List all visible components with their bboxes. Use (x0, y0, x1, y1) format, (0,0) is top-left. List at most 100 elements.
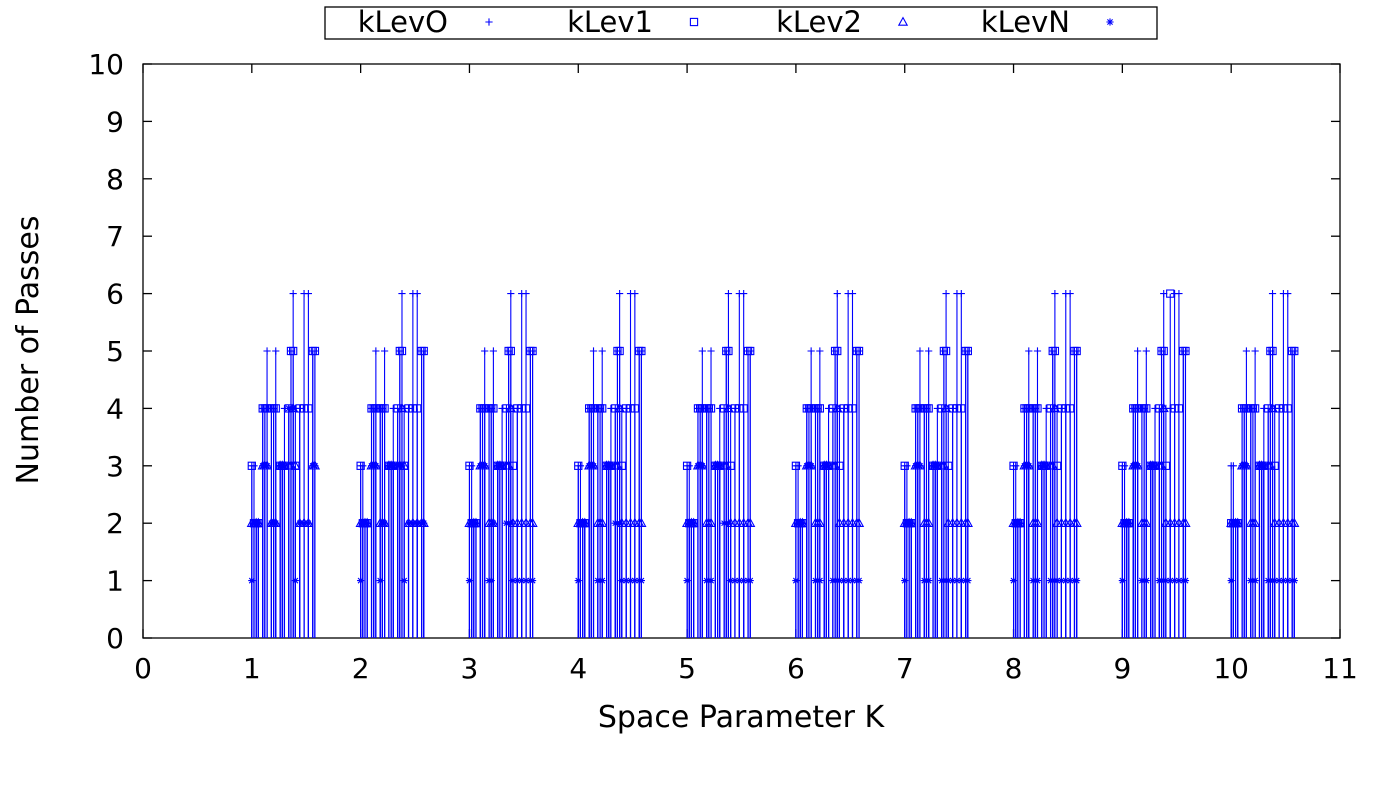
point-kLevO (616, 290, 624, 298)
point-kLevO (1066, 290, 1074, 298)
point-kLevN (964, 577, 972, 585)
point-kLevN (724, 519, 733, 527)
point-kLevN (1166, 577, 1174, 585)
y-tick-label: 2 (106, 507, 124, 540)
point-kLev1 (1065, 404, 1075, 413)
point-kLevN (489, 519, 497, 527)
point-kLevO (396, 347, 404, 355)
point-kLev1 (791, 461, 801, 470)
point-kLevN (607, 462, 615, 470)
point-kLev1 (408, 404, 418, 413)
point-kLevO (794, 462, 802, 470)
point-kLevN (1284, 577, 1292, 585)
point-kLevN (487, 577, 495, 585)
point-kLevO (622, 404, 630, 412)
point-kLevO (398, 290, 406, 298)
point-kLevN (933, 462, 941, 470)
point-kLevN (626, 577, 635, 585)
point-kLev1 (1033, 404, 1042, 413)
point-kLevN (907, 519, 915, 527)
point-kLevO (1049, 347, 1057, 355)
point-kLev1 (1133, 404, 1142, 413)
point-kLev1 (900, 461, 909, 470)
point-kLevN (1073, 577, 1081, 585)
point-kLevO (1142, 347, 1150, 355)
point-kLevO (1134, 347, 1142, 355)
point-kLev1 (1061, 404, 1070, 413)
point-kLevN (840, 577, 848, 585)
point-kLevN (792, 577, 800, 585)
point-kLevO (359, 462, 367, 470)
point-kLevO (589, 347, 598, 355)
point-kLevN (291, 577, 299, 585)
point-kLevN (363, 519, 371, 527)
point-kLev1 (271, 404, 280, 413)
point-kLev1 (262, 404, 272, 413)
point-kLevN (311, 462, 319, 470)
point-kLevN (1251, 577, 1259, 585)
point-kLev1 (854, 346, 864, 356)
legend-marker-kLev2 (897, 16, 909, 26)
point-kLevN (498, 462, 506, 470)
point-kLevO (1275, 404, 1283, 412)
y-tick-label: 7 (106, 220, 124, 253)
point-kLev2 (745, 517, 756, 527)
point-kLevN (1171, 577, 1179, 585)
point-kLevO (1057, 404, 1066, 412)
point-kLev2 (1156, 460, 1167, 470)
point-kLev2 (505, 402, 516, 413)
point-kLev1 (1170, 404, 1179, 413)
point-kLev2 (962, 517, 973, 527)
point-kLev1 (915, 404, 925, 413)
x-tick-label: 8 (1005, 652, 1023, 685)
point-kLev1 (630, 404, 640, 413)
point-kLevO (296, 404, 304, 412)
point-kLevO (731, 404, 739, 412)
y-tick-label: 0 (106, 622, 124, 655)
point-kLevN (848, 577, 857, 585)
point-kLevN (304, 519, 313, 527)
point-kLevN (816, 577, 824, 585)
point-kLev1 (698, 404, 707, 413)
point-kLevN (618, 577, 626, 585)
point-kLevO (916, 347, 924, 355)
point-kLevO (1073, 347, 1081, 355)
point-kLev2 (829, 460, 841, 470)
point-kLevN (389, 462, 397, 470)
point-kLevN (289, 404, 297, 412)
point-kLev2 (614, 402, 625, 413)
point-kLevO (949, 404, 957, 412)
point-kLevO (272, 347, 280, 355)
x-tick-label: 3 (461, 652, 479, 685)
point-kLev1 (310, 346, 320, 356)
point-kLevO (507, 290, 515, 298)
point-kLevO (848, 290, 857, 298)
point-kLevN (953, 577, 961, 585)
point-kLevN (509, 577, 517, 585)
point-kLevO (740, 290, 748, 298)
x-tick-label: 0 (134, 652, 152, 685)
point-kLevN (631, 577, 639, 585)
point-kLevN (1279, 577, 1288, 585)
y-tick-label: 3 (106, 450, 124, 483)
point-kLev1 (1050, 346, 1060, 356)
point-kLevO (420, 347, 428, 355)
point-kLev1 (574, 461, 583, 470)
x-tick-label: 9 (1113, 652, 1131, 685)
point-kLevN (844, 577, 852, 585)
point-kLev2 (723, 402, 734, 413)
point-kLevN (1242, 462, 1251, 470)
point-kLevN (518, 577, 526, 585)
tick-labels: 0 1 2 3 4 5 6 7 8 9 10 11 0 1 2 3 4 5 6 7 8 9 10 (88, 48, 1357, 685)
point-kLevO (576, 462, 585, 470)
point-kLevN (1134, 462, 1142, 470)
point-kLevN (1181, 577, 1190, 585)
point-kLev1 (465, 461, 474, 470)
point-kLev2 (1289, 517, 1300, 527)
point-kLev1 (682, 461, 692, 470)
point-kLevN (949, 577, 957, 585)
point-kLevO (311, 347, 319, 355)
point-kLevN (398, 462, 406, 470)
point-kLevN (824, 462, 833, 470)
y-tick-label: 10 (88, 48, 124, 81)
